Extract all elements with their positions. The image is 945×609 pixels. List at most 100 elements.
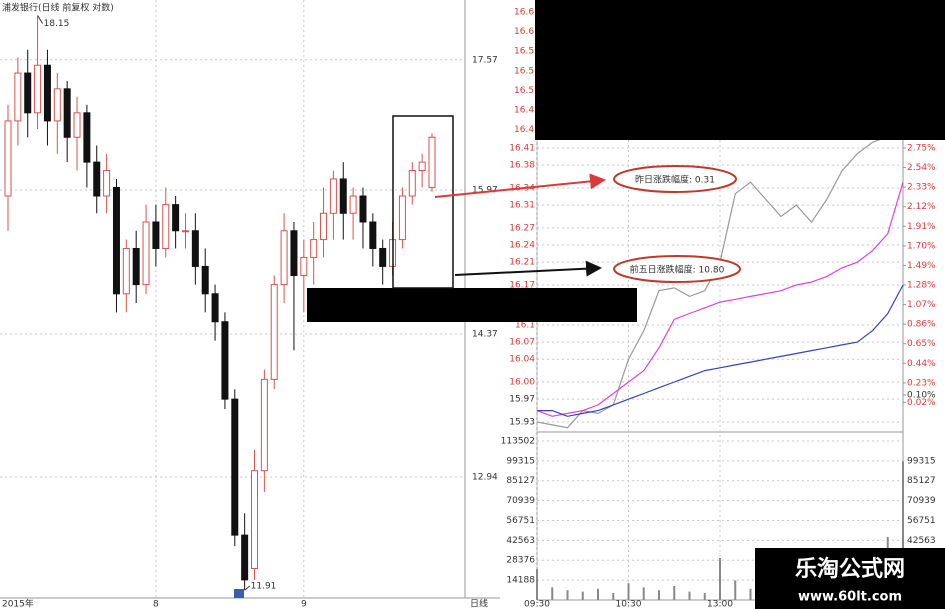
y-tick-label: 16.5	[514, 47, 534, 57]
volume-tick-label: 42563	[506, 536, 535, 546]
callout	[613, 255, 741, 283]
volume-bar	[551, 587, 554, 600]
candle-body	[201, 265, 209, 295]
candle-body	[221, 321, 229, 400]
watermark-url: www.60lt.com	[798, 590, 902, 605]
volume-tick-label: 70939	[907, 496, 936, 506]
candle-body	[231, 398, 239, 536]
y2-tick-label: 0.44%	[907, 359, 936, 369]
candle-body	[359, 195, 367, 223]
arrow	[454, 260, 602, 277]
candle-body	[310, 239, 318, 258]
volume-tick-label: 56751	[907, 516, 936, 526]
annotation-leader	[244, 585, 250, 591]
volume-bar	[734, 580, 737, 600]
y-tick-label: 16.07	[509, 338, 535, 348]
candle-body	[181, 230, 189, 233]
y2-tick-label: 1.70%	[907, 241, 936, 251]
volume-bar	[536, 569, 538, 600]
volume-bar	[627, 583, 630, 600]
y-tick-label: 15.97	[472, 186, 498, 196]
y2-tick-label: 0.02%	[907, 398, 936, 408]
volume-bar	[902, 461, 904, 600]
candle-body	[132, 247, 140, 286]
candle-body	[83, 112, 91, 163]
candle-body	[162, 204, 170, 249]
y-tick-label: 15.93	[509, 418, 535, 428]
candle-body	[408, 170, 416, 197]
candle-body	[93, 161, 101, 197]
y2-tick-label: 2.33%	[907, 183, 936, 193]
volume-tick-label: 14188	[506, 576, 535, 586]
volume-bar	[612, 592, 615, 600]
candle-body	[379, 247, 387, 267]
x-tick-label: 10:30	[616, 600, 642, 609]
y-tick-label: 16.4	[514, 125, 534, 135]
volume-tick-label: 70939	[506, 496, 535, 506]
y-tick-label: 16.61	[514, 8, 540, 18]
series-line	[537, 284, 904, 417]
volume-bar	[673, 585, 676, 600]
volume-bar	[642, 587, 645, 600]
y2-tick-label: 1.91%	[907, 222, 936, 232]
y-tick-label: 16.27	[509, 223, 535, 233]
volume-tick-label: 99315	[907, 456, 936, 466]
y-tick-label: 12.94	[472, 472, 498, 482]
candle-body	[191, 230, 199, 267]
candle-body	[24, 72, 32, 114]
watermark-title: 乐淘公式网	[795, 556, 905, 582]
candle-body	[398, 195, 406, 241]
y-tick-label: 17.57	[472, 55, 498, 65]
volume-bar	[581, 591, 584, 600]
candle-body	[260, 378, 268, 472]
chart-title: 浦发银行(日线 前复权 对数)	[2, 2, 114, 14]
black-mask	[535, 0, 945, 140]
x-tick-label: 2015年	[2, 598, 34, 609]
y2-tick-label: 0.65%	[907, 339, 936, 349]
y-tick-label: 16.00	[509, 378, 535, 388]
black-mask	[307, 288, 637, 322]
candle-body	[290, 230, 298, 276]
candle-body	[329, 178, 337, 214]
candle-body	[53, 88, 61, 122]
candle-body	[241, 534, 249, 581]
candle-body	[122, 247, 130, 295]
y-tick-label: 16.21	[509, 258, 535, 268]
y-tick-label: 16.41	[509, 144, 535, 154]
y-tick-label: 16.38	[509, 161, 535, 171]
icon	[234, 589, 244, 598]
volume-tick-label: 28376	[506, 556, 535, 566]
candle-body	[428, 136, 436, 188]
annotation: 18.15	[44, 19, 70, 29]
annotation: 昨日涨跌幅度: 0.31	[635, 174, 715, 186]
x-axis-label: 日线	[470, 598, 488, 609]
candle-body	[34, 64, 42, 114]
y2-tick-label: 1.07%	[907, 300, 936, 310]
candle-body	[320, 212, 328, 241]
y-tick-label: 16.04	[509, 355, 535, 365]
y-tick-label: 16.1	[515, 320, 535, 330]
volume-tick-label: 113502	[501, 437, 535, 447]
volume-bar	[719, 557, 721, 600]
candle-body	[251, 470, 259, 570]
annotation-leader	[37, 15, 44, 24]
candle-body	[142, 221, 150, 286]
y-tick-label: 16.5	[514, 86, 534, 96]
x-tick-label: 9	[301, 600, 307, 609]
candle-body	[63, 88, 71, 138]
candle-body	[14, 72, 22, 122]
volume-tick-label: 85127	[907, 476, 936, 486]
volume-bar	[749, 588, 752, 600]
volume-bar	[658, 590, 660, 600]
candle-body	[4, 120, 12, 197]
volume-bar	[566, 590, 569, 600]
volume-tick-label: 42563	[907, 536, 936, 546]
y2-tick-label: 2.75%	[907, 144, 936, 154]
y-tick-label: 16.4	[514, 106, 534, 116]
candle-body	[418, 161, 426, 172]
volume-bar	[688, 591, 691, 600]
x-tick-label: 09:30	[524, 600, 550, 609]
callout	[613, 165, 737, 193]
